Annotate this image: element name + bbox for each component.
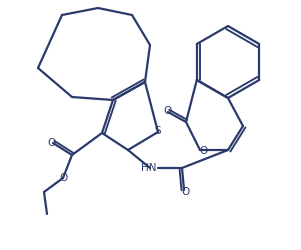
Text: O: O (163, 106, 171, 116)
Text: O: O (199, 146, 207, 156)
Text: O: O (182, 187, 190, 197)
Text: HN: HN (141, 163, 157, 173)
Text: S: S (155, 126, 161, 136)
Text: O: O (60, 173, 68, 183)
Text: O: O (48, 138, 56, 148)
